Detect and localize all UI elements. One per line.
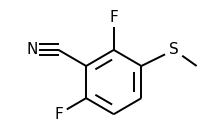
Text: F: F [109,10,118,25]
Text: S: S [169,42,179,57]
Text: F: F [54,107,63,122]
Text: N: N [26,42,38,57]
